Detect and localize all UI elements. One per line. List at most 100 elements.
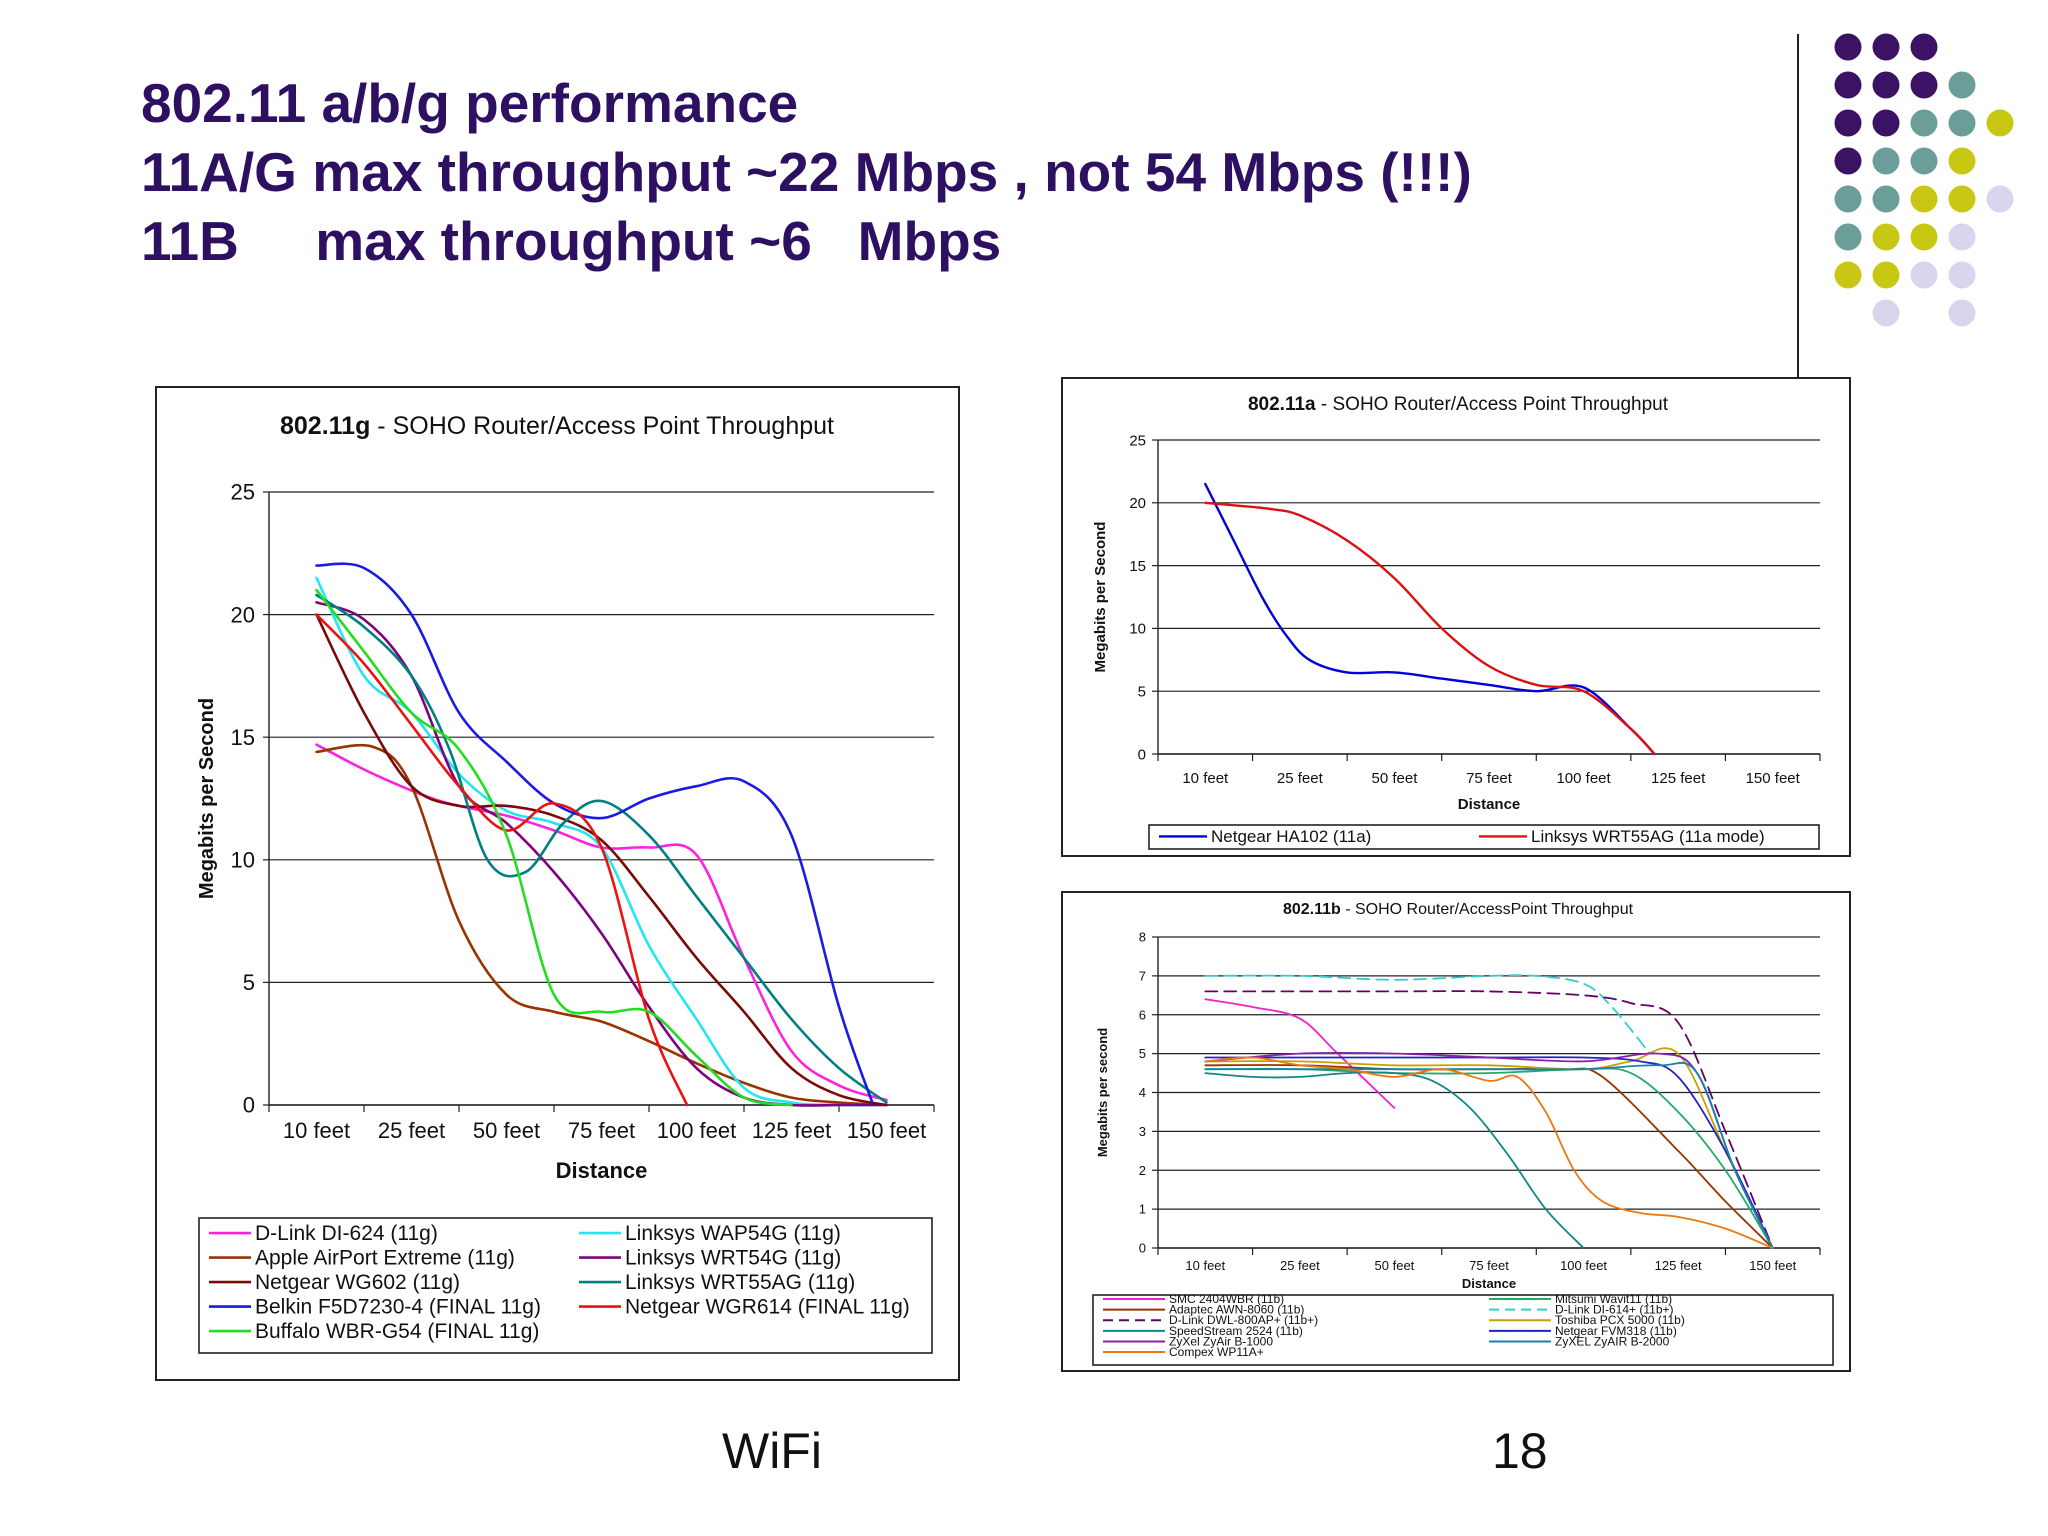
x-tick-label: 10 feet bbox=[1185, 1258, 1225, 1273]
chart-title-rest: - SOHO Router/Access Point Throughput bbox=[1316, 394, 1669, 415]
x-axis-label: Distance bbox=[1462, 1276, 1516, 1291]
x-tick-label: 75 feet bbox=[1466, 770, 1513, 787]
decorative-dot bbox=[1949, 186, 1976, 213]
decorative-dot bbox=[1949, 72, 1976, 99]
legend-label: Linksys WRT55AG (11a mode) bbox=[1531, 827, 1765, 846]
y-tick-label: 10 bbox=[1129, 621, 1146, 638]
y-tick-label: 0 bbox=[243, 1093, 255, 1118]
series-line bbox=[1205, 1072, 1583, 1248]
y-tick-label: 5 bbox=[243, 970, 255, 995]
x-tick-label: 10 feet bbox=[1182, 770, 1229, 787]
decorative-dot bbox=[1835, 186, 1862, 213]
decorative-dot-grid bbox=[0, 0, 2048, 340]
x-tick-label: 50 feet bbox=[473, 1118, 540, 1143]
decorative-dot bbox=[1949, 224, 1976, 251]
legend-label: D-Link DI-624 (11g) bbox=[255, 1222, 438, 1245]
decorative-dot bbox=[1911, 186, 1938, 213]
decorative-dot bbox=[1835, 148, 1862, 175]
decorative-dot bbox=[1911, 72, 1938, 99]
decorative-dot bbox=[1949, 262, 1976, 289]
y-tick-label: 15 bbox=[231, 725, 255, 750]
x-tick-label: 25 feet bbox=[1280, 1258, 1320, 1273]
decorative-dot bbox=[1835, 72, 1862, 99]
y-tick-label: 15 bbox=[1129, 558, 1146, 575]
legend-label: Linksys WAP54G (11g) bbox=[625, 1222, 841, 1245]
x-tick-label: 100 feet bbox=[1556, 770, 1611, 787]
y-tick-label: 2 bbox=[1139, 1163, 1146, 1178]
chart-title-rest: - SOHO Router/Access Point Throughput bbox=[370, 412, 834, 440]
decorative-dot bbox=[1949, 148, 1976, 175]
x-tick-label: 125 feet bbox=[752, 1118, 832, 1143]
chart-80211a: 802.11a - SOHO Router/Access Point Throu… bbox=[1063, 379, 1849, 855]
series-line bbox=[1205, 1057, 1772, 1248]
y-axis-label: Megabits per Second bbox=[196, 698, 218, 899]
decorative-dot bbox=[1873, 72, 1900, 99]
y-tick-label: 20 bbox=[1129, 495, 1146, 512]
chart-title-bold: 802.11g bbox=[280, 412, 370, 440]
chart-80211a-panel: 802.11a - SOHO Router/Access Point Throu… bbox=[1061, 377, 1851, 857]
legend-label: Compex WP11A+ bbox=[1169, 1345, 1264, 1359]
decorative-dot bbox=[1987, 110, 2014, 137]
legend-label: Linksys WRT54G (11g) bbox=[625, 1247, 841, 1270]
decorative-dot bbox=[1873, 224, 1900, 251]
legend-label: Buffalo WBR-G54 (FINAL 11g) bbox=[255, 1320, 539, 1343]
decorative-dot bbox=[1873, 34, 1900, 61]
chart-80211g-panel: 802.11g - SOHO Router/Access Point Throu… bbox=[155, 386, 960, 1381]
decorative-dot bbox=[1873, 300, 1900, 327]
x-tick-label: 10 feet bbox=[283, 1118, 350, 1143]
x-tick-label: 125 feet bbox=[1651, 770, 1706, 787]
page-number: 18 bbox=[1492, 1422, 1548, 1480]
decorative-dot bbox=[1987, 186, 2014, 213]
decorative-dot bbox=[1949, 300, 1976, 327]
legend-label: Netgear WGR614 (FINAL 11g) bbox=[625, 1296, 910, 1319]
series-line bbox=[317, 745, 887, 1101]
decorative-dot bbox=[1835, 262, 1862, 289]
y-tick-label: 25 bbox=[1129, 432, 1146, 449]
y-tick-label: 0 bbox=[1138, 746, 1146, 763]
y-tick-label: 10 bbox=[231, 848, 255, 873]
chart-80211b-panel: 802.11b - SOHO Router/AccessPoint Throug… bbox=[1061, 891, 1851, 1372]
decorative-dot bbox=[1949, 110, 1976, 137]
x-tick-label: 50 feet bbox=[1371, 770, 1418, 787]
decorative-dot bbox=[1835, 34, 1862, 61]
x-tick-label: 25 feet bbox=[1277, 770, 1324, 787]
y-tick-label: 7 bbox=[1139, 968, 1146, 983]
x-tick-label: 150 feet bbox=[1749, 1258, 1796, 1273]
decorative-dot bbox=[1911, 110, 1938, 137]
chart-title: 802.11g - SOHO Router/Access Point Throu… bbox=[280, 412, 834, 440]
decorative-dot bbox=[1911, 34, 1938, 61]
chart-80211b: 802.11b - SOHO Router/AccessPoint Throug… bbox=[1063, 893, 1849, 1370]
y-tick-label: 20 bbox=[231, 602, 255, 627]
decorative-dot bbox=[1911, 262, 1938, 289]
decorative-dot bbox=[1873, 186, 1900, 213]
chart-title: 802.11b - SOHO Router/AccessPoint Throug… bbox=[1283, 901, 1634, 918]
legend-label: ZyXEL ZyAIR B-2000 bbox=[1555, 1334, 1670, 1348]
x-tick-label: 150 feet bbox=[847, 1118, 927, 1143]
x-tick-label: 50 feet bbox=[1375, 1258, 1415, 1273]
y-tick-label: 1 bbox=[1139, 1202, 1146, 1217]
decorative-dot bbox=[1873, 110, 1900, 137]
decorative-dot bbox=[1873, 148, 1900, 175]
y-axis-label: Megabits per Second bbox=[1092, 522, 1109, 673]
chart-title-bold: 802.11a bbox=[1248, 394, 1316, 415]
x-tick-label: 125 feet bbox=[1655, 1258, 1702, 1273]
x-axis-label: Distance bbox=[1458, 796, 1521, 813]
legend-label: Netgear HA102 (11a) bbox=[1211, 827, 1371, 846]
x-tick-label: 150 feet bbox=[1746, 770, 1801, 787]
chart-title: 802.11a - SOHO Router/Access Point Throu… bbox=[1248, 394, 1669, 415]
y-tick-label: 4 bbox=[1139, 1085, 1146, 1100]
x-tick-label: 75 feet bbox=[568, 1118, 635, 1143]
x-axis-label: Distance bbox=[556, 1158, 648, 1183]
y-tick-label: 5 bbox=[1138, 683, 1146, 700]
series-line bbox=[1205, 1068, 1772, 1248]
chart-80211g: 802.11g - SOHO Router/Access Point Throu… bbox=[157, 388, 958, 1379]
decorative-dot bbox=[1835, 224, 1862, 251]
series-line bbox=[317, 590, 792, 1105]
series-line bbox=[317, 745, 887, 1105]
decorative-dot bbox=[1911, 148, 1938, 175]
footer-label: WiFi bbox=[722, 1422, 822, 1480]
y-tick-label: 3 bbox=[1139, 1124, 1146, 1139]
legend-label: Netgear WG602 (11g) bbox=[255, 1271, 460, 1294]
x-tick-label: 25 feet bbox=[378, 1118, 445, 1143]
series-line bbox=[1205, 484, 1654, 754]
